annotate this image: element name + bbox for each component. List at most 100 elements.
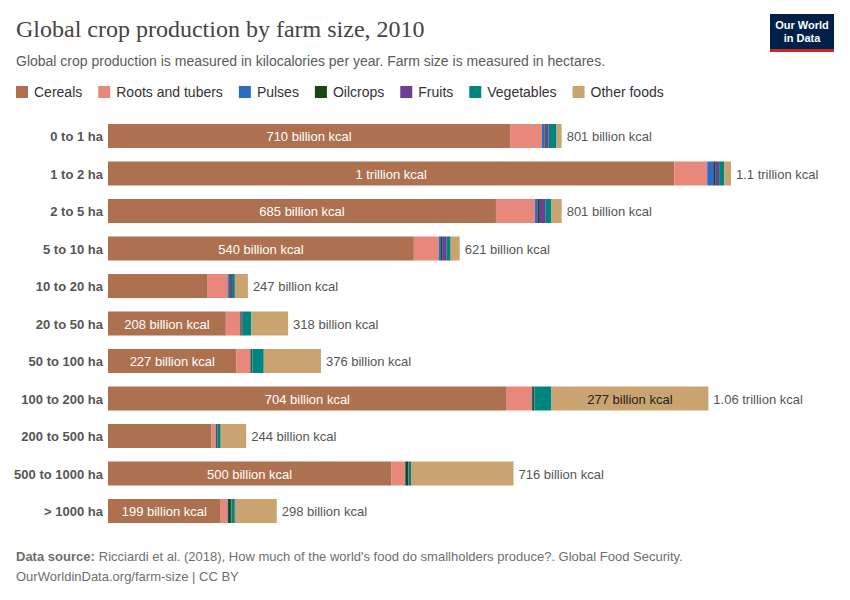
- bar-segment: [538, 199, 539, 223]
- bar-segment: [510, 124, 542, 148]
- bar-segment: [228, 499, 231, 523]
- bar-segment: [551, 387, 708, 411]
- legend-swatch: [98, 86, 110, 98]
- bar-segment: [108, 199, 496, 223]
- total-label: 244 billion kcal: [251, 429, 336, 444]
- total-label: 1.06 trillion kcal: [713, 392, 803, 407]
- category-label: 5 to 10 ha: [43, 242, 104, 257]
- category-label: > 1000 ha: [44, 504, 104, 519]
- bar-segment: [546, 124, 549, 148]
- data-label: 685 billion kcal: [259, 204, 344, 219]
- bar-segment: [539, 199, 545, 223]
- bar-segment: [231, 499, 234, 523]
- bar-segment: [221, 499, 228, 523]
- legend-label: Other foods: [591, 84, 664, 100]
- bar-segment: [235, 274, 248, 298]
- bar-segment: [108, 274, 208, 298]
- bar-segment: [215, 424, 217, 448]
- data-label: 540 billion kcal: [218, 242, 303, 257]
- bar-segment: [251, 312, 288, 336]
- bar-segment: [108, 312, 226, 336]
- legend-swatch: [239, 86, 251, 98]
- bar-segment: [724, 162, 731, 186]
- legend-label: Fruits: [418, 84, 453, 100]
- legend-label: Roots and tubers: [116, 84, 223, 100]
- bar-segment: [557, 124, 562, 148]
- total-label: 716 billion kcal: [519, 467, 604, 482]
- bar-segment: [391, 462, 405, 486]
- bar-segment: [264, 349, 321, 373]
- subtitle: Global crop production is measured in ki…: [16, 53, 605, 69]
- data-label: 710 billion kcal: [266, 129, 351, 144]
- bar-segment: [218, 424, 221, 448]
- category-label: 2 to 5 ha: [50, 204, 104, 219]
- bar-segment: [507, 387, 532, 411]
- category-label: 200 to 500 ha: [21, 429, 103, 444]
- bar-segment: [250, 349, 252, 373]
- bar-segment: [532, 387, 534, 411]
- bar-segment: [239, 312, 241, 336]
- bar-segment: [542, 124, 545, 148]
- bar-segment: [719, 162, 724, 186]
- source-text: Ricciardi et al. (2018), How much of the…: [99, 549, 683, 564]
- bar-segment: [545, 199, 551, 223]
- legend-label: Vegetables: [487, 84, 556, 100]
- data-label: 208 billion kcal: [124, 317, 209, 332]
- logo-box: [770, 14, 834, 52]
- chart: Global crop production by farm size, 201…: [0, 0, 850, 600]
- category-label: 20 to 50 ha: [36, 317, 104, 332]
- category-label: 500 to 1000 ha: [14, 467, 104, 482]
- bar-segment: [108, 424, 212, 448]
- bar-segment: [411, 462, 514, 486]
- category-label: 50 to 100 ha: [29, 354, 104, 369]
- total-label: 621 billion kcal: [465, 242, 550, 257]
- data-label: 199 billion kcal: [122, 504, 207, 519]
- legend-label: Pulses: [257, 84, 299, 100]
- bar-segment: [252, 349, 263, 373]
- total-label: 801 billion kcal: [567, 204, 652, 219]
- legend-label: Cereals: [34, 84, 82, 100]
- bar-segment: [409, 462, 411, 486]
- legend-swatch: [16, 86, 28, 98]
- total-label: 376 billion kcal: [326, 354, 411, 369]
- bar-segment: [441, 237, 442, 261]
- data-label: 277 billion kcal: [587, 392, 672, 407]
- bar-segment: [535, 199, 538, 223]
- bar-segment: [674, 162, 707, 186]
- bar-segment: [108, 499, 221, 523]
- category-label: 100 to 200 ha: [21, 392, 103, 407]
- bar-segment: [534, 387, 551, 411]
- logo-text: Our World: [775, 19, 829, 31]
- bar-segment: [551, 199, 561, 223]
- bar-segment: [447, 237, 451, 261]
- bar-segment: [241, 312, 242, 336]
- total-label: 318 billion kcal: [293, 317, 378, 332]
- bar-segment: [216, 424, 217, 448]
- bar-segment: [545, 124, 546, 148]
- bar-segment: [414, 237, 439, 261]
- bar-segment: [221, 424, 246, 448]
- bar-segment: [237, 349, 251, 373]
- url-line: OurWorldinData.org/farm-size | CC BY: [16, 569, 239, 584]
- bar-segment: [230, 274, 232, 298]
- bar-segment: [235, 499, 277, 523]
- bar-segment: [405, 462, 408, 486]
- total-label: 801 billion kcal: [567, 129, 652, 144]
- bar-segment: [212, 424, 216, 448]
- data-label: 704 billion kcal: [265, 392, 350, 407]
- data-label: 500 billion kcal: [207, 467, 292, 482]
- source-label: Data source:: [16, 549, 95, 564]
- total-label: 298 billion kcal: [282, 504, 367, 519]
- bar-segment: [208, 274, 228, 298]
- logo-text: in Data: [784, 32, 822, 44]
- legend-label: Oilcrops: [333, 84, 384, 100]
- legend-swatch: [400, 86, 412, 98]
- bars: [108, 124, 731, 523]
- bar-segment: [549, 124, 557, 148]
- category-label: 10 to 20 ha: [36, 279, 104, 294]
- bar-segment: [108, 462, 391, 486]
- category-label: 0 to 1 ha: [50, 129, 104, 144]
- bar-segment: [108, 162, 674, 186]
- legend-swatch: [573, 86, 585, 98]
- bar-segment: [442, 237, 447, 261]
